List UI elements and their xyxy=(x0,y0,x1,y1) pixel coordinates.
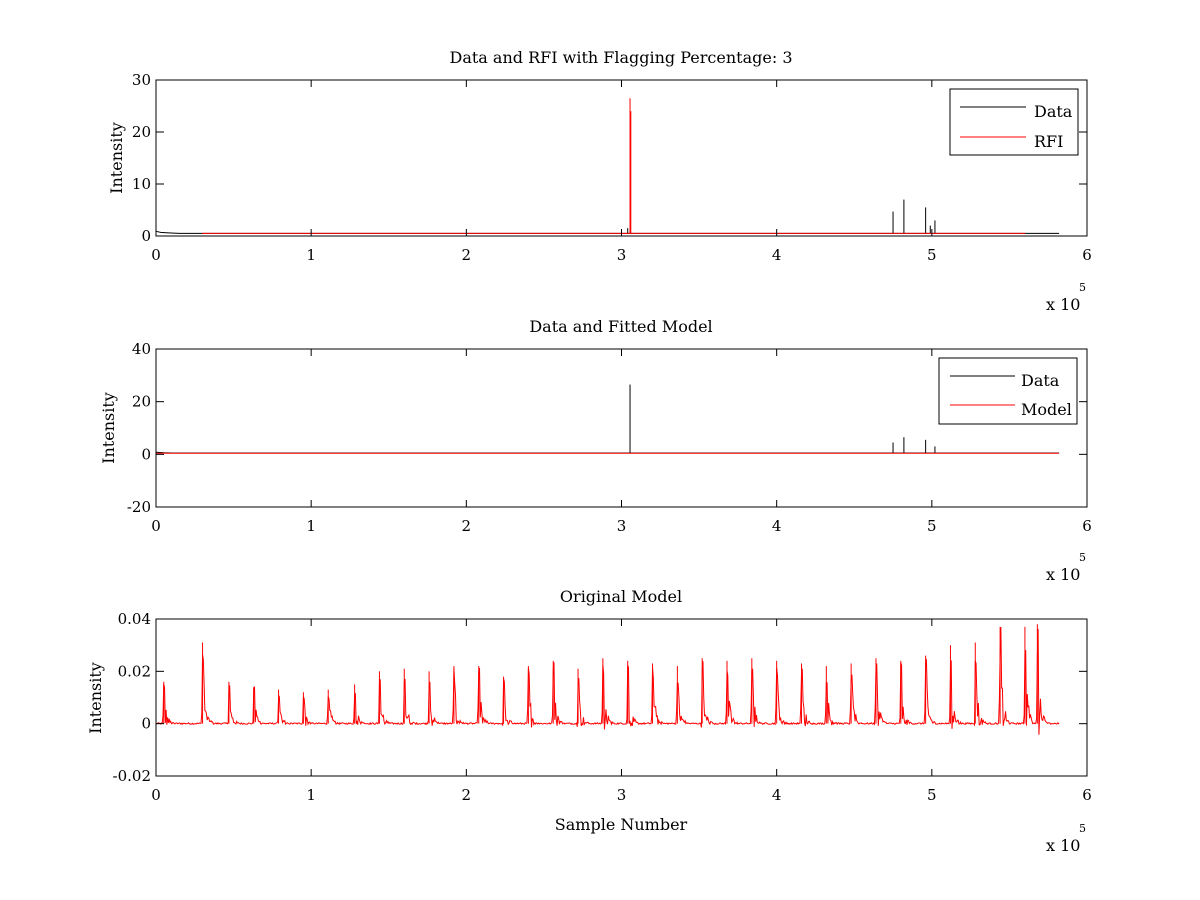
panel-2-xtick-label: 5 xyxy=(927,517,937,535)
panel-1-series-rfi xyxy=(202,98,1025,234)
panel-3-xtick-label: 4 xyxy=(772,786,782,804)
panel-1-legend-rfi-label: RFI xyxy=(1034,132,1063,151)
panel-1-ytick-label: 10 xyxy=(132,175,151,193)
panel-1-x-multiplier-exponent: 5 xyxy=(1079,281,1086,294)
panel-3-ytick-label: -0.02 xyxy=(113,767,151,785)
panel-2: Data and Fitted Model Intensity 0 1 2 3 4 5 6-… xyxy=(99,317,1092,584)
panel-3-ytick-label: 0 xyxy=(141,715,151,733)
panel-1-x-axis: 0 1 2 3 4 5 6 xyxy=(151,80,1092,264)
panel-2-ytick-label: -20 xyxy=(127,498,151,516)
panel-1-xtick-label: 0 xyxy=(151,246,161,264)
panel-2-xtick-label: 2 xyxy=(462,517,472,535)
panel-3-x-multiplier-text: x 10 xyxy=(1046,836,1080,855)
panel-1-plot-area: 0 1 2 3 4 5 6 0 10 20 30 xyxy=(132,71,1092,264)
panel-2-xtick-label: 3 xyxy=(617,517,627,535)
panel-2-x-multiplier-text: x 10 xyxy=(1046,565,1080,584)
panel-1-title: Data and RFI with Flagging Percentage: 3 xyxy=(449,48,792,67)
panel-3-ytick-label: 0.04 xyxy=(118,610,151,628)
panel-1-y-axis: 0 10 20 30 xyxy=(132,71,1087,245)
panel-1-legend: Data RFI xyxy=(949,88,1079,156)
panel-1-ytick-label: 20 xyxy=(132,123,151,141)
panel-2-x-multiplier-exponent: 5 xyxy=(1079,551,1086,564)
panel-1-ytick-label: 30 xyxy=(132,71,151,89)
panel-3-xtick-label: 5 xyxy=(927,786,937,804)
panel-3-ylabel: Intensity xyxy=(86,662,105,734)
panel-2-ytick-label: 40 xyxy=(132,340,151,358)
panel-2-xtick-label: 4 xyxy=(772,517,782,535)
panel-2-xtick-label: 1 xyxy=(306,517,316,535)
panel-1-legend-data-label: Data xyxy=(1034,102,1073,121)
panel-2-ytick-label: 20 xyxy=(132,393,151,411)
panel-1-ytick-label: 0 xyxy=(141,227,151,245)
panel-2-legend: Data Model xyxy=(938,357,1078,425)
panel-3-xlabel: Sample Number xyxy=(555,815,688,834)
panel-1-ylabel: Intensity xyxy=(107,122,126,194)
panel-3-ytick-label: 0.02 xyxy=(118,662,151,680)
panel-3-xtick-label: 0 xyxy=(151,786,161,804)
panel-2-ylabel: Intensity xyxy=(99,392,118,464)
panel-1-xtick-label: 1 xyxy=(306,246,316,264)
panel-3-xtick-label: 2 xyxy=(462,786,472,804)
panel-3: Original Model Intensity 0 1 2 3 4 5 6-0.0200.… xyxy=(86,587,1092,855)
panel-2-xtick-label: 6 xyxy=(1082,517,1092,535)
panel-3-y-axis: -0.02 0 0.02 0.04 xyxy=(113,610,1087,785)
panel-1-xtick-label: 2 xyxy=(462,246,472,264)
panel-3-x-multiplier: x 10 5 xyxy=(1046,822,1086,855)
panel-3-xtick-label: 6 xyxy=(1082,786,1092,804)
panel-2-legend-box xyxy=(938,357,1078,425)
panel-3-x-multiplier-exponent: 5 xyxy=(1079,822,1086,835)
panel-2-y-axis: -20 0 20 40 xyxy=(127,340,1087,516)
panel-1-xtick-label: 3 xyxy=(617,246,627,264)
panel-1-xtick-label: 6 xyxy=(1082,246,1092,264)
panel-2-legend-data-label: Data xyxy=(1021,371,1060,390)
panel-1-xtick-label: 5 xyxy=(927,246,937,264)
panel-2-ytick-label: 0 xyxy=(141,445,151,463)
panel-2-legend-model-label: Model xyxy=(1021,400,1072,419)
panel-3-x-axis: 0 1 2 3 4 5 6 xyxy=(151,619,1092,804)
panel-3-series-model-line xyxy=(155,627,1060,735)
panel-2-series-model-line xyxy=(155,452,1060,454)
panel-3-series-model xyxy=(155,624,1060,735)
panel-2-x-multiplier: x 10 5 xyxy=(1046,551,1086,584)
panel-1-x-multiplier: x 10 5 xyxy=(1046,281,1086,314)
panel-1-series-rfi-line xyxy=(202,232,1025,234)
panel-2-title: Data and Fitted Model xyxy=(529,317,712,336)
panel-1-x-multiplier-text: x 10 xyxy=(1046,295,1080,314)
panel-1-xtick-label: 4 xyxy=(772,246,782,264)
panel-3-xtick-label: 1 xyxy=(306,786,316,804)
panel-1: Data and RFI with Flagging Percentage: 3… xyxy=(107,48,1092,314)
panel-2-x-axis: 0 1 2 3 4 5 6 xyxy=(151,349,1092,535)
panel-2-series-model xyxy=(155,452,1060,454)
panel-2-xtick-label: 0 xyxy=(151,517,161,535)
panel-1-legend-box xyxy=(949,88,1079,156)
panel-3-xtick-label: 3 xyxy=(617,786,627,804)
panel-3-title: Original Model xyxy=(560,587,682,606)
